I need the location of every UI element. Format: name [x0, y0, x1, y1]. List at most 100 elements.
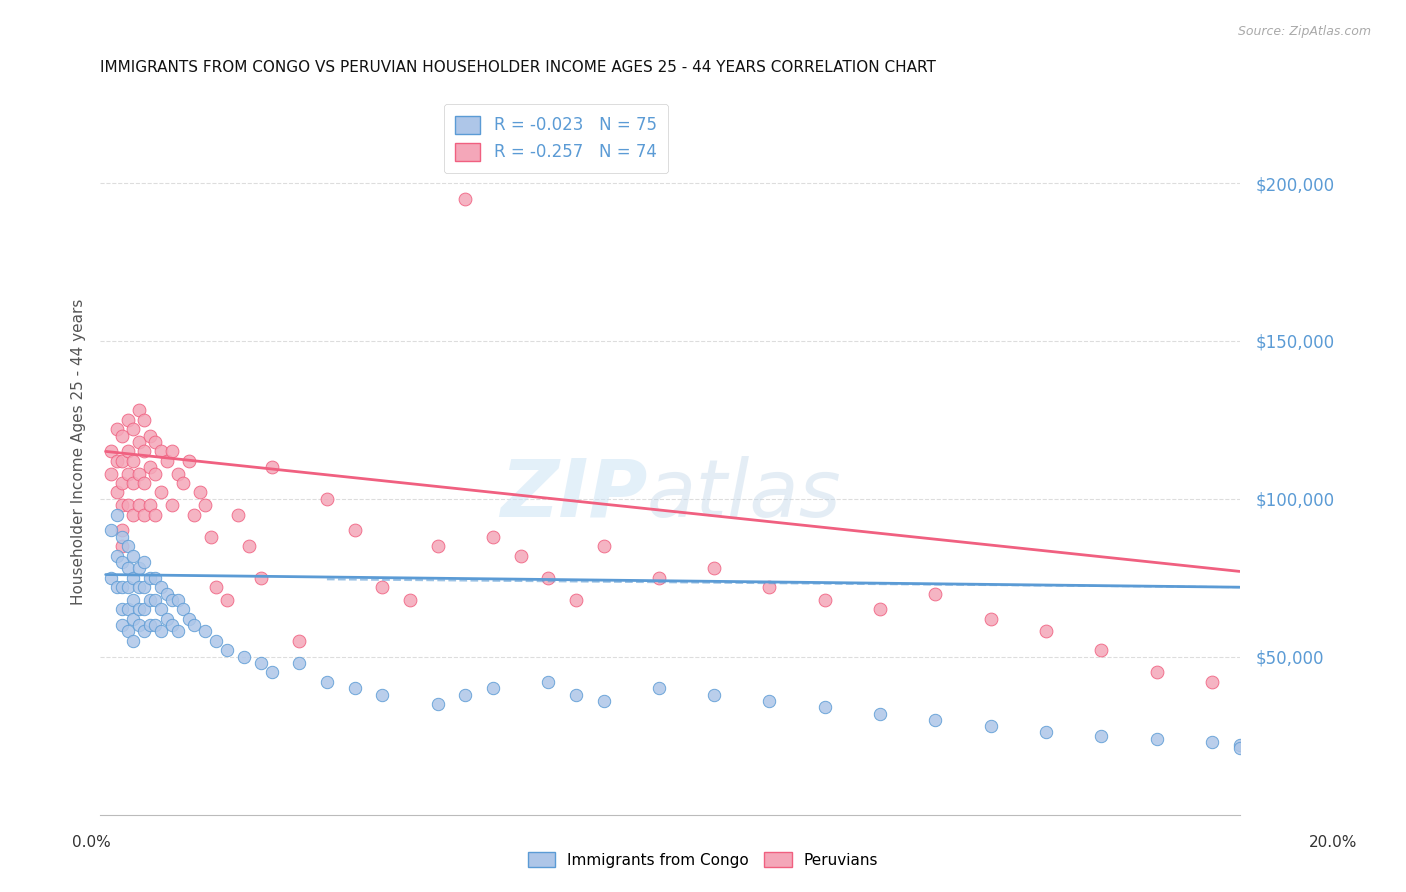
Y-axis label: Householder Income Ages 25 - 44 years: Householder Income Ages 25 - 44 years [72, 298, 86, 605]
Point [100, 524, 122, 538]
Point [128, 498, 150, 512]
Point [122, 508, 145, 522]
Point [288, 633, 311, 648]
Point [145, 618, 167, 632]
Point [592, 539, 614, 553]
Point [648, 681, 671, 696]
Point [122, 571, 145, 585]
Point [648, 571, 671, 585]
Point [1146, 665, 1168, 680]
Point [454, 688, 477, 702]
Point [145, 467, 167, 481]
Point [122, 549, 145, 563]
Point [509, 549, 531, 563]
Point [134, 444, 156, 458]
Point [371, 580, 394, 594]
Point [134, 580, 156, 594]
Point [111, 524, 134, 538]
Point [105, 580, 128, 594]
Point [134, 413, 156, 427]
Point [482, 530, 505, 544]
Point [238, 539, 260, 553]
Point [105, 454, 128, 468]
Point [117, 580, 139, 594]
Point [233, 649, 256, 664]
Point [100, 571, 122, 585]
Point [980, 612, 1002, 626]
Point [260, 665, 283, 680]
Point [371, 688, 394, 702]
Point [139, 592, 162, 607]
Point [128, 403, 150, 417]
Point [128, 434, 150, 449]
Legend: Immigrants from Congo, Peruvians: Immigrants from Congo, Peruvians [522, 846, 884, 873]
Point [166, 467, 188, 481]
Point [205, 580, 228, 594]
Point [183, 618, 205, 632]
Point [149, 580, 172, 594]
Text: 20.0%: 20.0% [1309, 836, 1357, 850]
Point [111, 602, 134, 616]
Point [122, 592, 145, 607]
Point [111, 530, 134, 544]
Point [111, 454, 134, 468]
Point [703, 688, 725, 702]
Point [565, 592, 588, 607]
Point [565, 688, 588, 702]
Point [814, 700, 837, 714]
Point [111, 428, 134, 442]
Point [592, 694, 614, 708]
Point [111, 498, 134, 512]
Point [172, 475, 194, 490]
Point [160, 618, 183, 632]
Point [177, 612, 200, 626]
Point [100, 467, 122, 481]
Point [200, 530, 222, 544]
Point [105, 485, 128, 500]
Point [155, 586, 177, 600]
Point [160, 444, 183, 458]
Point [117, 413, 139, 427]
Point [188, 485, 211, 500]
Point [122, 612, 145, 626]
Point [980, 719, 1002, 733]
Point [145, 508, 167, 522]
Point [288, 656, 311, 670]
Point [117, 602, 139, 616]
Point [100, 444, 122, 458]
Point [426, 539, 449, 553]
Point [149, 485, 172, 500]
Point [111, 539, 134, 553]
Text: atlas: atlas [647, 456, 842, 534]
Point [139, 618, 162, 632]
Point [105, 549, 128, 563]
Point [145, 592, 167, 607]
Point [758, 694, 780, 708]
Legend: R = -0.023   N = 75, R = -0.257   N = 74: R = -0.023 N = 75, R = -0.257 N = 74 [444, 103, 668, 173]
Text: IMMIGRANTS FROM CONGO VS PERUVIAN HOUSEHOLDER INCOME AGES 25 - 44 YEARS CORRELAT: IMMIGRANTS FROM CONGO VS PERUVIAN HOUSEH… [100, 60, 936, 75]
Point [194, 498, 217, 512]
Point [924, 586, 946, 600]
Point [172, 602, 194, 616]
Point [105, 422, 128, 436]
Text: Source: ZipAtlas.com: Source: ZipAtlas.com [1237, 25, 1371, 38]
Point [149, 602, 172, 616]
Point [249, 656, 271, 670]
Point [145, 434, 167, 449]
Point [814, 592, 837, 607]
Point [145, 571, 167, 585]
Point [166, 624, 188, 639]
Point [122, 454, 145, 468]
Point [149, 444, 172, 458]
Point [454, 192, 477, 206]
Point [1090, 643, 1112, 657]
Point [134, 624, 156, 639]
Text: ZIP: ZIP [499, 456, 647, 534]
Point [134, 602, 156, 616]
Point [1090, 729, 1112, 743]
Point [343, 681, 366, 696]
Point [117, 467, 139, 481]
Point [139, 498, 162, 512]
Point [155, 454, 177, 468]
Point [117, 498, 139, 512]
